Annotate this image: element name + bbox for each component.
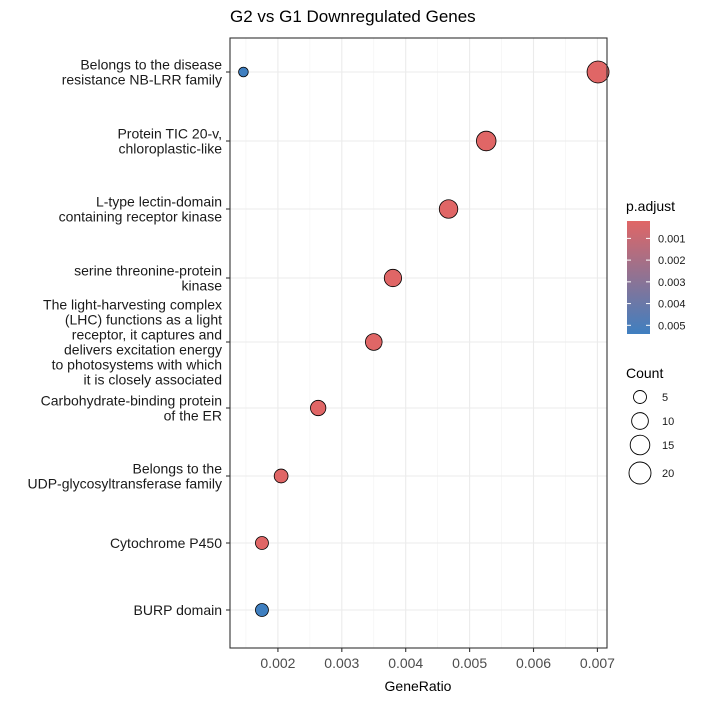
data-point (476, 130, 497, 152)
x-tick-label: 0.005 (452, 655, 487, 671)
y-axis: Belongs to the disease resistance NB-LRR … (28, 57, 230, 618)
size-legend-circle (633, 390, 647, 404)
y-tick-label: L-type lectin-domain containing receptor … (59, 194, 223, 225)
data-point (438, 199, 459, 219)
color-tick-label: 0.004 (658, 299, 686, 311)
size-legend-label: 15 (662, 440, 674, 452)
color-bar (627, 221, 650, 334)
x-tick-label: 0.004 (388, 655, 423, 671)
y-tick-label: Cytochrome P450 (110, 535, 222, 551)
data-point (310, 399, 327, 417)
data-point (586, 60, 610, 84)
size-legend-label: 10 (662, 416, 674, 428)
y-tick-label: The light-harvesting complex (LHC) functi… (43, 297, 222, 388)
x-tick-label: 0.006 (516, 655, 551, 671)
size-legend-label: 20 (662, 468, 674, 480)
color-tick-label: 0.003 (658, 277, 686, 289)
data-point (255, 603, 269, 617)
y-tick-label: BURP domain (134, 602, 222, 618)
y-tick-label: Belongs to the UDP-glycosyltransferase fa… (28, 461, 223, 492)
size-legend-circle (629, 434, 651, 456)
color-tick-label: 0.002 (658, 255, 686, 267)
x-axis: 0.002 0.003 0.004 0.005 0.006 0.007 (260, 648, 615, 671)
y-tick-label: Belongs to the disease resistance NB-LRR … (62, 57, 222, 88)
legend-size: Count 5 10 15 20 (626, 365, 674, 485)
data-point (383, 268, 403, 288)
y-tick-label: serine threonine-protein kinase (74, 263, 222, 294)
size-legend-circle (628, 461, 652, 485)
data-points (238, 60, 610, 617)
y-tick-label: Protein TIC 20-v, chloroplastic-like (117, 126, 222, 157)
legend-color-title: p.adjust (626, 198, 675, 214)
data-point (255, 536, 269, 550)
x-tick-label: 0.003 (324, 655, 359, 671)
x-axis-title: GeneRatio (385, 678, 452, 694)
panel-border (229, 37, 608, 649)
data-point (365, 333, 383, 351)
chart-title: G2 vs G1 Downregulated Genes (230, 7, 476, 26)
grid-lines (230, 38, 607, 648)
x-tick-label: 0.002 (260, 655, 295, 671)
legend-size-title: Count (626, 365, 663, 381)
data-point (273, 468, 289, 484)
color-tick-label: 0.001 (658, 233, 686, 245)
size-legend-circle (631, 412, 649, 430)
color-tick-label: 0.005 (658, 320, 686, 332)
x-tick-label: 0.007 (580, 655, 615, 671)
y-tick-label: Carbohydrate-binding protein of the ER (41, 393, 222, 424)
legend-color: p.adjust 0.001 0.002 0.003 0.004 0.005 (626, 198, 686, 334)
data-point (238, 66, 249, 78)
size-legend-label: 5 (662, 392, 668, 404)
